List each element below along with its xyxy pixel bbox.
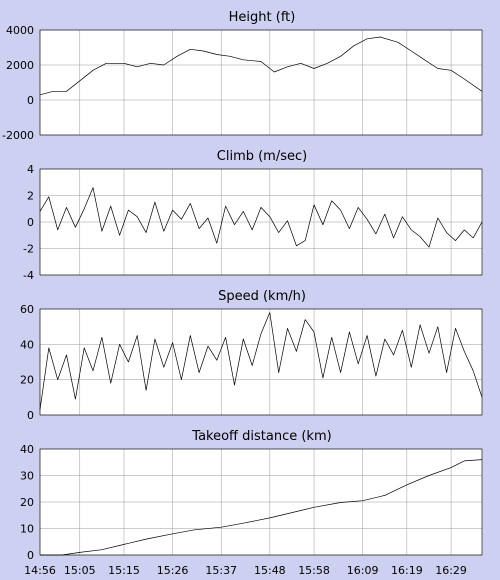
x-tick-label: 16:29 — [435, 564, 467, 577]
series-line-3 — [39, 312, 483, 410]
y-tick-label: 20 — [20, 496, 34, 509]
y-tick-label: 2 — [27, 190, 34, 203]
y-tick-label: -2 — [23, 243, 34, 256]
x-tick-label: 15:15 — [108, 564, 140, 577]
series-line-4 — [40, 459, 483, 556]
y-tick-label: 40 — [20, 338, 34, 351]
plot-frame — [39, 308, 483, 416]
x-tick-label: 15:48 — [254, 564, 286, 577]
y-tick-label: -2000 — [2, 129, 34, 142]
y-tick-label: 10 — [20, 523, 34, 536]
x-tick-label: 15:58 — [298, 564, 330, 577]
y-tick-label: 30 — [20, 470, 34, 483]
y-tick-label: 4000 — [6, 24, 34, 37]
chart-title: Climb (m/sec) — [217, 149, 307, 164]
y-tick-label: 60 — [20, 303, 34, 316]
chart-title: Height (ft) — [229, 10, 296, 25]
plot-area-1 — [40, 30, 482, 135]
y-tick-label: 2000 — [6, 59, 34, 72]
x-tick-label: 14:56 — [24, 564, 56, 577]
x-tick-label: 15:05 — [64, 564, 96, 577]
y-tick-label: 0 — [27, 216, 34, 229]
x-tick-label: 16:09 — [347, 564, 379, 577]
y-tick-label: -4 — [23, 269, 34, 282]
x-tick-label: 15:26 — [157, 564, 189, 577]
series-line-2 — [39, 187, 483, 248]
y-tick-label: 0 — [27, 409, 34, 422]
y-tick-label: 0 — [27, 94, 34, 107]
x-tick-label: 15:37 — [205, 564, 237, 577]
y-tick-label: 20 — [20, 374, 34, 387]
series-line-1 — [39, 36, 483, 96]
plot-frame — [39, 29, 483, 136]
x-tick-label: 16:19 — [391, 564, 423, 577]
y-tick-label: 40 — [20, 443, 34, 456]
chart-title: Speed (km/h) — [218, 289, 306, 304]
plot-area-3 — [40, 309, 482, 415]
y-tick-label: 0 — [27, 549, 34, 562]
y-tick-label: 4 — [27, 163, 34, 176]
chart-title: Takeoff distance (km) — [191, 429, 331, 444]
plot-frame — [39, 448, 483, 556]
